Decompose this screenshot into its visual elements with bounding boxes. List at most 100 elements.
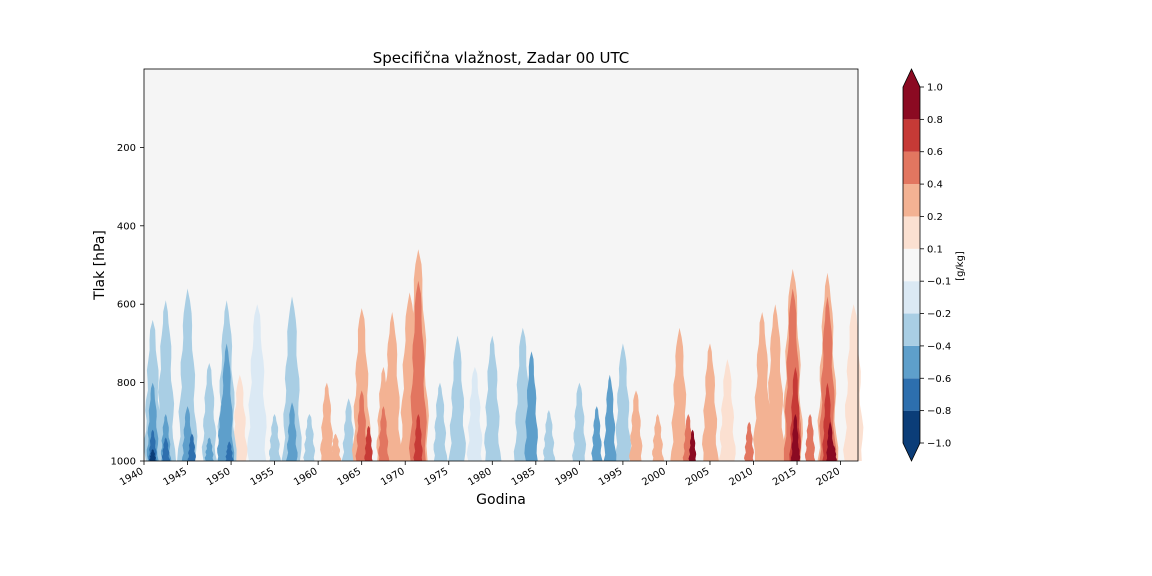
anomaly-plume [148,429,157,461]
colorbar-tick-label: 1.0 [927,83,943,94]
anomaly-plume [231,374,248,461]
anomaly-plume [177,288,198,461]
y-axis: 200 400 600 800 1000 [111,143,144,468]
x-tick-label: 2015 [771,466,799,488]
anomaly-plume [281,296,302,461]
anomaly-plume [413,414,423,461]
x-tick-label: 2000 [640,466,668,488]
anomaly-plume [156,300,176,461]
x-tick-label: 1950 [205,466,233,488]
colorbar-segment [903,216,920,249]
x-tick-label: 1995 [597,466,625,488]
anomaly-plume [466,366,483,461]
colorbar-extend-bottom [903,443,920,461]
anomaly-plume [269,414,281,461]
y-axis-label: Tlak [hPa] [92,230,108,301]
x-tick-label: 1980 [466,466,494,488]
anomaly-plume [303,414,316,461]
colorbar-tick-label: −0.4 [927,341,951,352]
anomaly-plume [765,304,786,461]
anomaly-plume [383,312,402,461]
y-tick-label: 600 [117,300,136,311]
anomaly-plume [320,382,335,461]
anomaly-plume [161,437,171,461]
anomaly-plume [341,398,356,461]
anomaly-plume [819,296,837,461]
anomaly-plume [688,429,697,461]
anomaly-plume [187,433,196,461]
anomaly-plume [286,402,298,461]
colorbar: −1.0 −0.8 −0.6 −0.4 −0.2 −0.1 0.1 0.2 0.4 0.6 0.8 1… [902,68,951,462]
colorbar-segment [903,87,920,120]
anomaly-plume [603,374,617,461]
anomaly-plume [543,410,556,461]
colorbar-segment [903,248,920,282]
anomaly-plume [702,343,719,461]
anomaly-plume [629,390,643,461]
colorbar-segment [903,184,920,217]
colorbar-tick-label: 0.1 [927,244,943,255]
anomaly-plume [804,414,816,461]
colorbar-tick-label: 0.8 [927,115,943,126]
x-tick-label: 2020 [815,466,843,488]
anomaly-plume [484,335,502,461]
colorbar-segment [903,378,920,411]
anomaly-plume [652,414,665,461]
colorbar-tick-label: −0.6 [927,374,951,385]
y-tick-label: 800 [117,378,136,389]
y-tick-label: 400 [117,221,136,232]
anomaly-plume [201,363,217,461]
anomaly-plume [524,351,538,461]
colorbar-extend-top [903,69,920,87]
colorbar-segment [903,119,920,152]
x-tick-label: 2010 [727,466,755,488]
colorbar-tick-label: 0.6 [927,147,943,158]
anomaly-plume [830,445,837,461]
colorbar-tick-label: −0.1 [927,277,951,288]
x-tick-label: 1965 [336,466,364,488]
anomaly-plume [149,449,157,461]
anomaly-plume [591,406,603,461]
colorbar-label: [g/kg] [955,251,966,281]
x-tick-label: 1960 [292,466,320,488]
anomaly-plume [364,425,373,461]
colorbar-tick-label: 0.2 [927,212,943,223]
anomaly-plume [225,441,234,461]
x-tick-label: 1940 [118,466,146,488]
colorbar-segment [903,151,920,185]
x-tick-label: 1975 [423,466,451,488]
anomaly-plume [378,406,390,461]
anomaly-plume [614,343,632,461]
anomaly-plume [793,441,801,461]
anomaly-plume [217,402,229,461]
x-tick-label: 1970 [379,466,407,488]
x-tick-label: 1955 [249,466,277,488]
colorbar-tick-label: −0.8 [927,406,951,417]
anomaly-plume [409,280,427,461]
y-tick-label: 200 [117,143,136,154]
colorbar-segment [903,345,920,379]
colorbar-segment [903,313,920,346]
anomaly-plume [448,335,466,461]
x-tick-label: 1945 [161,466,189,488]
plot-frame [143,68,859,462]
x-tick-label: 2005 [684,466,712,488]
y-tick-label: 1000 [111,457,136,468]
colorbar-tick-label: 0.4 [927,180,943,191]
plot-area [143,68,864,462]
anomaly-plume [744,421,754,461]
colorbar-tick-label: −1.0 [927,439,951,450]
x-tick-label: 1985 [510,466,538,488]
anomaly-plume [246,304,267,461]
x-tick-label: 1990 [553,466,581,488]
colorbar-tick-label: −0.2 [927,309,951,320]
anomaly-layer [143,249,864,461]
anomaly-plume [718,359,736,461]
anomaly-plume [330,433,342,461]
x-axis: 1940 1945 1950 1955 1960 1965 1970 1975 1980 1985… [118,461,842,488]
colorbar-segment [903,281,920,314]
anomaly-plume [352,308,371,461]
anomaly-plume [433,382,448,461]
anomaly-plume [670,327,689,461]
anomaly-plume [146,382,159,461]
